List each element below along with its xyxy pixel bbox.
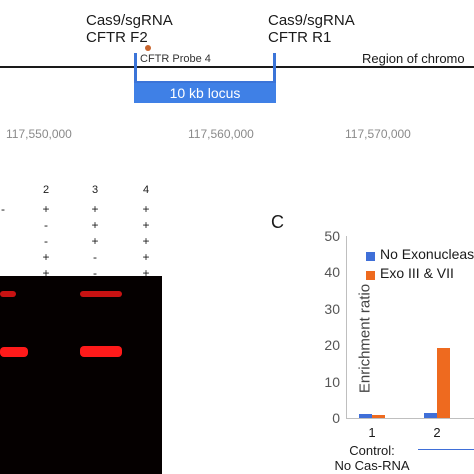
coordinate-label: 117,560,000 xyxy=(188,127,254,141)
locus-bracket xyxy=(134,81,276,83)
cut-site-r1-marker xyxy=(273,53,276,81)
cut-site-f2-label: Cas9/sgRNA CFTR F2 xyxy=(86,12,173,46)
cut-site-r1-label: Cas9/sgRNA CFTR R1 xyxy=(268,12,355,46)
y-tick-label: 30 xyxy=(324,300,340,317)
coordinate-label: 117,570,000 xyxy=(345,127,411,141)
gel-band xyxy=(80,291,122,297)
gel-condition-symbol: + xyxy=(142,250,150,264)
chromosome-label: Region of chromo xyxy=(362,51,465,66)
gel-band xyxy=(0,291,16,297)
x-category-label: 2 xyxy=(433,425,441,440)
group-underline xyxy=(418,449,474,450)
cut-site-r1-line2: CFTR R1 xyxy=(268,29,332,46)
bar-no-exonuclease-1 xyxy=(359,413,372,418)
lane-number: 2 xyxy=(42,184,50,196)
gel-condition-symbol: + xyxy=(142,266,150,280)
gel-condition-symbol: - xyxy=(44,234,48,248)
legend-swatch xyxy=(366,271,375,280)
bar-exo-iii-vii-1 xyxy=(372,415,385,418)
y-tick-label: 0 xyxy=(332,410,340,426)
gel-condition-symbol: + xyxy=(91,234,99,248)
coordinate-label: 117,550,000 xyxy=(6,127,72,141)
locus-box: 10 kb locus xyxy=(134,83,276,103)
y-tick-label: 40 xyxy=(324,264,340,281)
y-tick-label: 10 xyxy=(324,373,340,390)
gel-condition-symbol: + xyxy=(91,218,99,232)
x-category-label: 1 xyxy=(368,425,376,440)
x-category-sublabel: Control: No Cas-RNA xyxy=(334,443,410,473)
bar-exo-iii-vii-2 xyxy=(437,347,450,418)
gel-condition-symbol: + xyxy=(42,266,50,280)
gel-condition-symbol: - xyxy=(93,266,97,280)
y-tick-label: 20 xyxy=(324,337,340,354)
lane-number: 3 xyxy=(91,184,99,196)
gel-condition-symbol: + xyxy=(142,202,150,216)
cut-site-f2-line2: CFTR F2 xyxy=(86,29,148,46)
gel-condition-symbol: - xyxy=(1,202,5,216)
chromosome-line xyxy=(0,66,474,68)
lane-number: 4 xyxy=(142,184,150,196)
gel-condition-symbol: + xyxy=(142,234,150,248)
gel-band xyxy=(0,347,28,357)
probe-marker xyxy=(145,45,151,51)
panel-letter-c: C xyxy=(271,212,284,232)
y-axis-line xyxy=(346,236,347,419)
gel-condition-symbol: - xyxy=(44,218,48,232)
probe-label: CFTR Probe 4 xyxy=(140,53,211,65)
bar-no-exonuclease-2 xyxy=(424,412,437,418)
cut-site-f2-line1: Cas9/sgRNA xyxy=(86,12,173,29)
legend-label: Exo III & VII xyxy=(380,265,454,281)
gel-condition-symbol: + xyxy=(42,250,50,264)
gel-condition-symbol: + xyxy=(91,202,99,216)
y-tick-label: 50 xyxy=(324,228,340,244)
gel-band xyxy=(80,346,122,357)
gel-image xyxy=(0,276,162,474)
gel-condition-symbol: + xyxy=(42,202,50,216)
x-axis-line xyxy=(346,418,474,419)
gel-condition-symbol: + xyxy=(142,218,150,232)
cut-site-f2-marker xyxy=(134,53,137,81)
cut-site-r1-line1: Cas9/sgRNA xyxy=(268,12,355,29)
gel-condition-symbol: - xyxy=(93,250,97,264)
legend-label: No Exonucleas xyxy=(380,246,474,262)
legend-swatch xyxy=(366,252,375,261)
